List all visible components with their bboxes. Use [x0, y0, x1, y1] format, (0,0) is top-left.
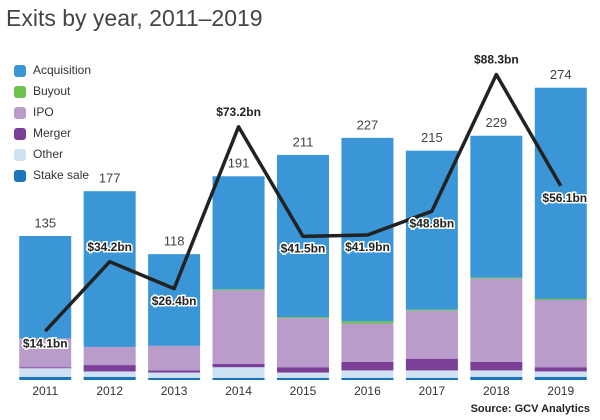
- value-label: $48.8bn: [410, 216, 455, 230]
- x-tick-label: 2011: [32, 384, 58, 398]
- bar-segment: [405, 358, 458, 371]
- total-label: 135: [34, 215, 56, 230]
- bar-segment: [470, 135, 523, 278]
- bar-segment: [83, 371, 136, 377]
- bar-segment: [341, 361, 394, 371]
- bar-segment: [212, 290, 265, 364]
- value-line: [43, 72, 563, 333]
- bar-segment: [83, 376, 136, 380]
- bar-segment: [277, 317, 329, 319]
- bar-segment: [341, 323, 394, 362]
- total-label: 177: [99, 171, 121, 186]
- bar-segment: [405, 310, 458, 359]
- legend-marker: [14, 107, 26, 119]
- total-label: 229: [485, 115, 507, 130]
- legend-marker: [14, 128, 26, 140]
- bar-segment: [470, 278, 523, 362]
- bar-segment: [83, 346, 136, 366]
- bar-segment: [341, 370, 394, 378]
- value-label: $56.1bn: [542, 191, 587, 205]
- bar-segment: [341, 377, 394, 380]
- bar-segment: [212, 289, 265, 291]
- legend-label: Merger: [33, 126, 71, 140]
- x-tick-label: 2017: [419, 384, 446, 398]
- total-label: 118: [164, 234, 185, 249]
- legend-label: Acquisition: [33, 63, 91, 77]
- x-tick-label: 2016: [354, 384, 381, 398]
- legend-marker: [14, 170, 26, 182]
- bar-segment: [19, 236, 72, 339]
- bar-segment: [534, 87, 587, 299]
- x-tick-label: 2014: [225, 384, 252, 398]
- legend-label: Other: [33, 147, 63, 161]
- value-label: $14.1bn: [23, 336, 68, 350]
- bar-segment: [470, 361, 523, 371]
- bar-segment: [470, 370, 523, 377]
- total-label: 274: [550, 67, 572, 82]
- bar-segment: [534, 300, 587, 368]
- x-tick-label: 2015: [290, 384, 317, 398]
- bar-segment: [277, 372, 329, 378]
- legend-label: IPO: [33, 105, 54, 119]
- bar-segment: [148, 370, 201, 373]
- source: Source: GCV Analytics: [471, 403, 590, 415]
- bar-segment: [534, 376, 587, 380]
- value-label: $41.5bn: [281, 242, 326, 256]
- bar-segment: [470, 376, 523, 380]
- total-label: 211: [293, 134, 314, 149]
- bar-segment: [212, 367, 265, 378]
- total-label: 215: [421, 130, 443, 145]
- bar-segment: [534, 298, 587, 300]
- bar-segment: [534, 371, 587, 377]
- bar-segment: [341, 321, 394, 324]
- bar-segment: [212, 364, 265, 368]
- legend-label: Stake sale: [33, 168, 89, 182]
- bar-segment: [19, 376, 72, 380]
- chart-title: Exits by year, 2011–2019: [6, 5, 263, 31]
- value-label: $88.3bn: [474, 53, 519, 67]
- x-tick-label: 2019: [547, 384, 574, 398]
- value-label: $41.9bn: [345, 240, 390, 254]
- x-tick-label: 2012: [96, 384, 123, 398]
- legend-label: Buyout: [33, 84, 71, 98]
- value-label: $34.2bn: [87, 240, 132, 254]
- x-tick-label: 2013: [161, 384, 188, 398]
- value-label: $26.4bn: [152, 294, 197, 308]
- total-label: 227: [357, 117, 379, 132]
- bar-segment: [470, 277, 523, 279]
- bar-segment: [212, 377, 265, 380]
- bar-segment: [148, 377, 201, 380]
- legend-marker: [14, 149, 26, 161]
- bar-segment: [148, 345, 201, 371]
- legend-marker: [14, 65, 26, 77]
- bar-segment: [148, 254, 201, 346]
- bar-segment: [19, 367, 72, 369]
- value-label: $73.2bn: [216, 105, 261, 119]
- bar-segment: [405, 377, 458, 380]
- bar-segment: [277, 377, 329, 380]
- bar-segment: [212, 176, 265, 290]
- bar-segment: [277, 318, 329, 368]
- total-label: 191: [228, 156, 250, 171]
- bar-segment: [148, 372, 201, 378]
- bar-segment: [405, 309, 458, 311]
- x-tick-label: 2018: [483, 384, 510, 398]
- bar-segment: [19, 368, 72, 377]
- legend-marker: [14, 86, 26, 98]
- bar-segment: [19, 338, 72, 368]
- bar-segment: [277, 367, 329, 373]
- bar-segment: [405, 370, 458, 378]
- bar-segment: [83, 365, 136, 372]
- bar-segment: [534, 367, 587, 372]
